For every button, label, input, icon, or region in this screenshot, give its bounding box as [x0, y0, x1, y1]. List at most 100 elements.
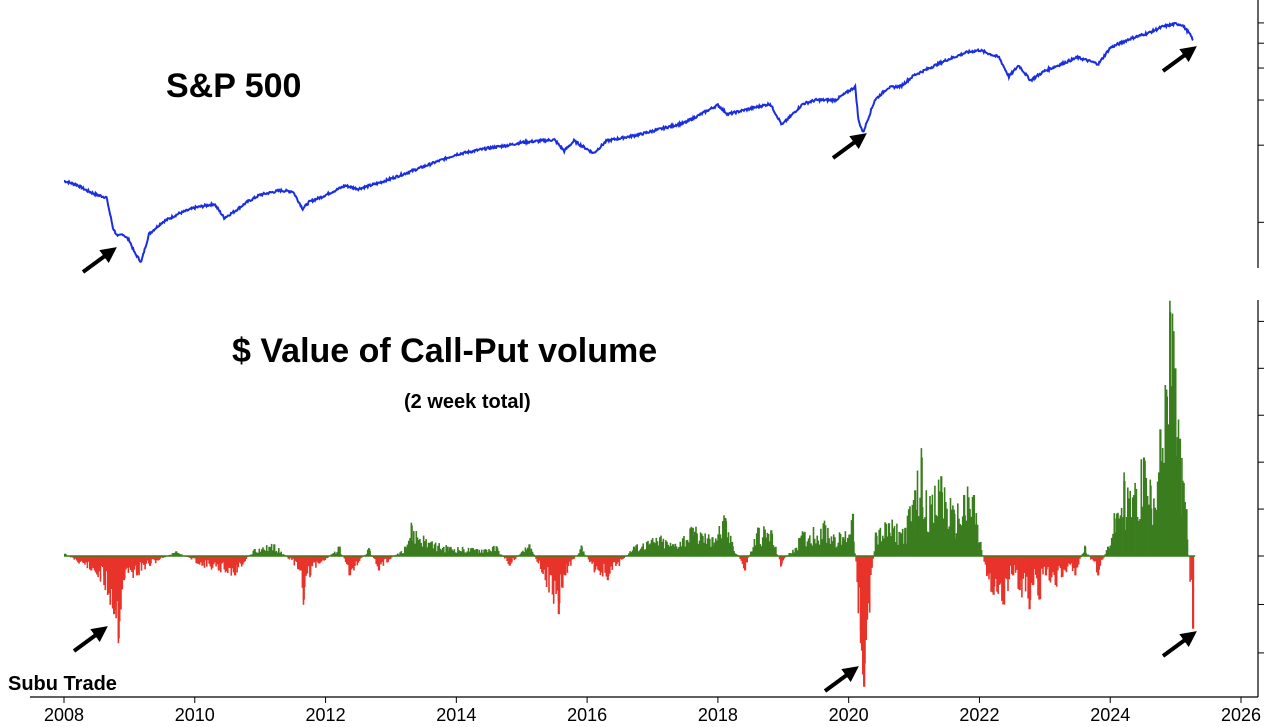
- callput-bar: [854, 553, 856, 556]
- callput-bar: [360, 556, 362, 559]
- callput-bar: [146, 556, 149, 561]
- x-axis: 2008 2010 2012 2014 2016 2018 2020 2022 2024 2026: [30, 696, 1261, 725]
- callput-bar: [953, 513, 956, 556]
- callput-bar: [657, 545, 660, 556]
- callput-bar: [886, 536, 889, 556]
- callput-bar: [1008, 556, 1011, 580]
- callput-bar: [482, 552, 484, 556]
- callput-bar: [547, 556, 549, 568]
- callput-bar: [857, 556, 860, 614]
- callput-bar: [134, 556, 137, 566]
- callput-bar: [96, 556, 98, 575]
- callput-bar: [1169, 312, 1172, 556]
- callput-bar: [473, 549, 476, 556]
- callput-bar: [103, 556, 106, 586]
- callput-bar: [109, 556, 111, 605]
- callput-bar: [1016, 556, 1018, 570]
- callput-bar: [105, 556, 108, 572]
- callput-bar: [386, 556, 388, 563]
- callput-bar: [792, 549, 794, 556]
- callput-bar: [207, 556, 209, 561]
- callput-bar: [522, 550, 524, 556]
- callput-bar: [726, 537, 729, 556]
- callput-bar: [760, 546, 763, 556]
- callput-bar: [1183, 482, 1185, 556]
- callput-bar: [613, 556, 616, 563]
- callput-bar: [935, 514, 937, 556]
- callput-bar: [701, 533, 703, 556]
- callput-bar: [1190, 556, 1193, 580]
- callput-bar: [734, 553, 737, 556]
- callput-bar: [794, 548, 797, 556]
- callput-bar: [998, 556, 1001, 585]
- callput-bar: [925, 490, 928, 556]
- callput-bar: [906, 515, 909, 556]
- callput-bar: [746, 556, 748, 563]
- callput-bar: [573, 556, 576, 559]
- callput-bar: [829, 544, 831, 556]
- callput-bar: [724, 518, 727, 556]
- callput-bar: [237, 556, 240, 568]
- callput-bar: [928, 532, 930, 556]
- callput-bar: [366, 549, 369, 556]
- callput-bar: [337, 546, 340, 556]
- callput-bar: [828, 538, 830, 556]
- callput-bar: [1135, 488, 1138, 556]
- callput-bar: [815, 543, 817, 556]
- callput-bar: [224, 556, 227, 573]
- x-tick-label: 2022: [959, 705, 999, 725]
- callput-bar: [1035, 556, 1037, 575]
- callput-bar: [811, 545, 814, 556]
- callput-bar: [381, 556, 383, 562]
- callput-bar: [907, 509, 910, 556]
- callput-bar: [1151, 524, 1154, 556]
- callput-bar: [561, 556, 563, 588]
- callput-bar: [273, 544, 276, 556]
- callput-arrow-2025: [1161, 631, 1197, 658]
- callput-bar: [325, 556, 328, 559]
- callput-bar: [525, 549, 528, 556]
- callput-bar: [731, 541, 734, 556]
- callput-bar: [195, 556, 197, 564]
- callput-bar: [674, 543, 677, 556]
- callput-bar: [882, 535, 884, 556]
- callput-bar: [1105, 550, 1108, 556]
- callput-bar: [309, 556, 312, 576]
- callput-bar: [961, 516, 964, 556]
- callput-bar: [878, 529, 880, 556]
- callput-bar: [301, 556, 304, 588]
- callput-bar: [720, 538, 723, 556]
- callput-bar: [373, 556, 375, 559]
- callput-bar: [965, 520, 968, 556]
- callput-bar: [443, 546, 445, 556]
- callput-bar: [1097, 556, 1100, 576]
- callput-bar: [656, 541, 659, 556]
- callput-bar: [490, 551, 493, 556]
- callput-bar: [1094, 556, 1097, 562]
- callput-bar: [824, 525, 827, 556]
- callput-bar: [920, 457, 923, 556]
- callput-bar: [448, 547, 451, 556]
- callput-bar: [812, 527, 815, 556]
- callput-bar: [83, 556, 85, 563]
- callput-bar: [593, 556, 596, 571]
- callput-bar: [256, 552, 258, 556]
- callput-bar: [227, 556, 229, 573]
- callput-bar: [294, 556, 297, 561]
- callput-bar: [368, 549, 371, 556]
- callput-bar: [108, 556, 110, 594]
- callput-bar: [1173, 331, 1175, 556]
- callput-bar: [298, 556, 300, 570]
- callput-bar: [989, 556, 991, 574]
- callput-bar: [190, 556, 193, 560]
- callput-bar: [911, 504, 914, 556]
- callput-bar: [689, 528, 691, 556]
- callput-bar: [1022, 556, 1024, 579]
- callput-bar: [438, 543, 440, 556]
- callput-bar: [253, 549, 256, 556]
- callput-bar: [1004, 556, 1007, 579]
- callput-bar: [240, 556, 243, 567]
- callput-bar: [949, 498, 952, 556]
- callput-bar: [133, 556, 136, 570]
